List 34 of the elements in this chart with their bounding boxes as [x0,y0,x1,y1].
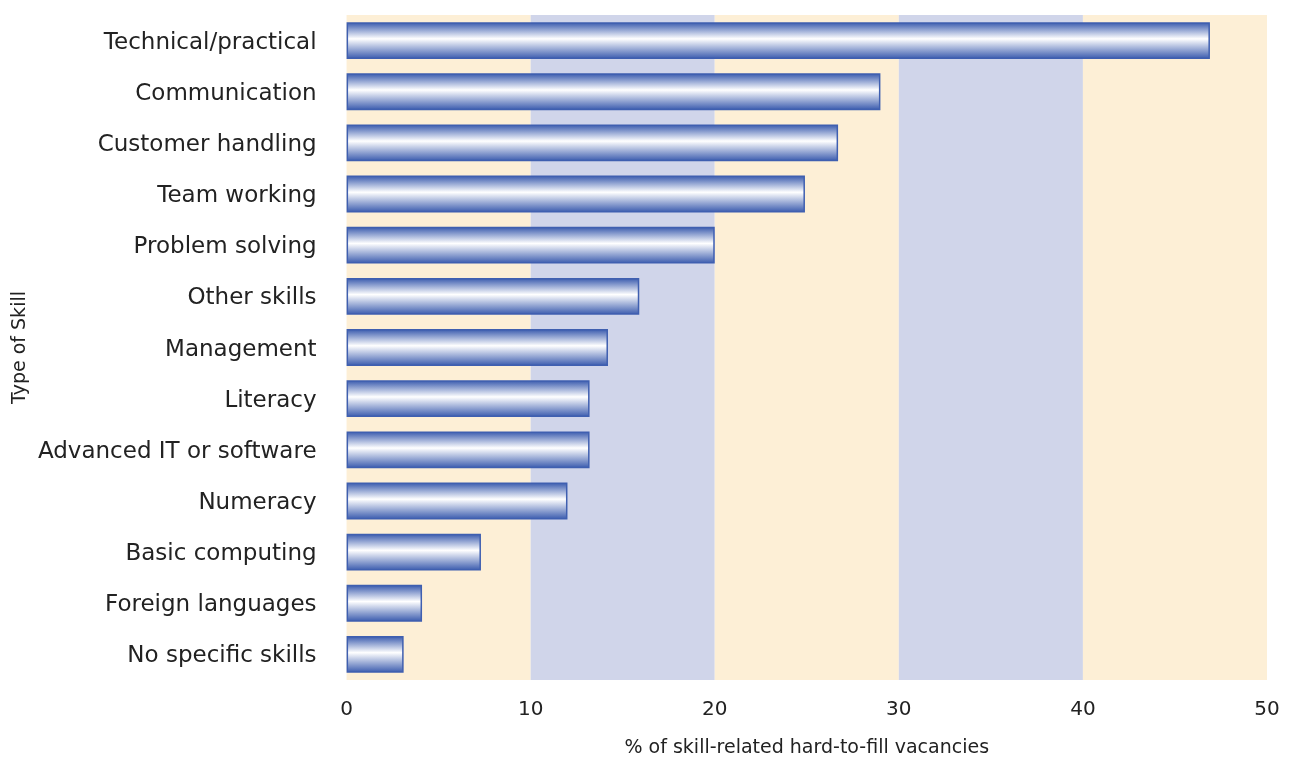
y-tick-label: Technical/practical [102,27,317,54]
x-tick-label: 10 [517,696,544,720]
bar [346,329,608,366]
y-tick-label: Other skills [187,283,317,310]
y-tick-label: Foreign languages [105,590,317,617]
x-tick-label: 20 [702,696,728,720]
y-tick-label: Basic computing [125,539,317,566]
x-axis-title: % of skill-related hard-to-fill vacancies [624,734,990,757]
x-tick-label: 40 [1070,696,1096,720]
x-tick-label: 50 [1254,696,1280,720]
bar [346,482,568,520]
y-tick-label: Literacy [224,385,317,412]
x-tick-label: 0 [340,696,353,720]
bar [346,175,805,213]
y-tick-label: No specific skills [127,641,317,668]
y-tick-label: Communication [135,78,317,105]
y-axis-title: Type of Skill [6,291,29,405]
bar [346,22,1210,59]
bar [346,431,590,469]
bar [346,277,640,315]
y-tick-label: Team working [156,181,317,208]
y-tick-label: Problem solving [133,232,317,259]
bar [346,380,590,418]
bar [346,584,423,622]
bar [346,226,715,264]
y-tick-label: Customer handling [97,129,317,156]
bar [346,636,404,673]
y-tick-label: Numeracy [198,487,317,514]
bar [346,73,881,111]
y-tick-label: Advanced IT or software [37,436,317,463]
y-tick-label: Management [165,334,317,361]
x-tick-label: 30 [886,696,912,720]
bar [346,124,839,162]
bar [346,533,481,571]
